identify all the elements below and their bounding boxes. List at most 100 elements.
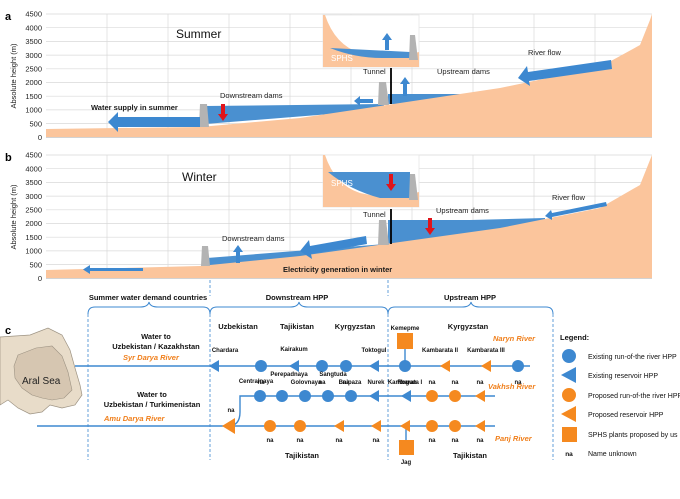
plant-existing-ror: [340, 360, 352, 372]
plant-kambarata-1: [399, 360, 411, 372]
label-na: na: [451, 380, 459, 386]
label-centralnaya: Centralnaya: [239, 379, 274, 385]
y-tick: 4000: [25, 164, 42, 173]
season-summer: Summer: [176, 27, 221, 41]
y-tick: 2000: [25, 78, 42, 87]
panel-a-letter: a: [5, 11, 12, 23]
plant-kambarata-3: [481, 360, 491, 372]
label-jag: Jag: [401, 460, 412, 466]
plant-sangtuda: [322, 390, 334, 402]
label-kemepme: Kemepme: [391, 326, 420, 332]
water-to-tm-2: Uzbekistan / Turkimenistan: [104, 400, 201, 409]
river-panj: Panj River: [495, 434, 533, 443]
electricity-label: Electricity generation in winter: [283, 265, 392, 274]
upstream-reservoir: [388, 79, 560, 104]
downstream-dam: [199, 104, 209, 127]
legend-label: Proposed run-of-the river HPP: [588, 393, 680, 400]
label-na: na: [428, 438, 436, 444]
upstream-dams-label: Upstream dams: [437, 67, 490, 76]
label-baipaza: Baipaza: [339, 380, 362, 386]
y-tick: 1000: [25, 106, 42, 115]
plant-existing-ror: [255, 360, 267, 372]
label-na: na: [476, 438, 484, 444]
sphs-inset-b: SPHS: [322, 154, 420, 208]
label-na: na: [476, 380, 484, 386]
y-tick: 500: [29, 119, 42, 128]
water-supply-arrow: [108, 112, 200, 132]
y-tick: 3000: [25, 51, 42, 60]
small-outflow-arrow: [83, 265, 143, 274]
red-down-arrow: [218, 104, 228, 121]
country-tajikistan-bottom-mid: Tajikistan: [285, 451, 319, 460]
plant-proposed-ror: [264, 420, 276, 432]
y-tick: 4500: [25, 10, 42, 19]
red-down-arrow: [425, 218, 435, 235]
river-vakhsh: Vakhsh River: [488, 382, 536, 391]
label-kambarata-1: Kambarata I: [388, 380, 423, 386]
label-na: na: [257, 380, 265, 386]
label-na: na: [266, 438, 274, 444]
downstream-dams-label: Downstream dams: [220, 91, 283, 100]
panel-a-yticks: 0 500 1000 1500 2000 2500 3000 3500 4000…: [25, 10, 42, 142]
plant-kambarata-2: [440, 360, 450, 372]
label-kambarata-3: Kambarata III: [467, 348, 505, 354]
y-tick: 3000: [25, 192, 42, 201]
sphs-label: SPHS: [331, 179, 353, 188]
downstream-reservoir: [205, 104, 385, 124]
plant-proposed-reservoir: [334, 420, 344, 432]
panel-b-letter: b: [5, 152, 12, 164]
label-toktogul: Toktogul: [362, 348, 387, 354]
label-na: na: [428, 380, 436, 386]
plant-proposed-ror: [449, 390, 461, 402]
plant-proposed-ror: [426, 420, 438, 432]
river-flow-label: River flow: [528, 48, 562, 57]
country-kyrgyzstan-mid: Kyrgyzstan: [335, 322, 376, 331]
plant-proposed-reservoir: [222, 418, 235, 434]
plant-toktogul: [369, 360, 379, 372]
y-tick: 2000: [25, 219, 42, 228]
plant-proposed-ror: [449, 420, 461, 432]
legend-existing-ror-icon: [562, 349, 576, 363]
river-flow-arrow: [518, 60, 612, 86]
panel-c: c Aral Sea Water to Uzbekistan / Kazakhs…: [0, 314, 680, 466]
legend: Legend: Existing run-of-the river HPP Ex…: [560, 333, 680, 458]
y-tick: 2500: [25, 206, 42, 215]
legend-label: Name unknown: [588, 451, 637, 458]
y-tick: 1500: [25, 92, 42, 101]
downstream-flow-arrow: [300, 236, 367, 259]
water-to-kz-1: Water to: [141, 332, 171, 341]
aral-sea-label: Aral Sea: [22, 376, 61, 387]
panel-b-ylabel: Absolute height (m): [9, 184, 18, 250]
up-arrow: [400, 77, 410, 96]
aral-sea-map: Aral Sea: [0, 327, 83, 415]
river-flow-label: River flow: [552, 193, 586, 202]
plant-proposed-reservoir: [475, 420, 485, 432]
plant-existing-ror: [512, 360, 524, 372]
season-winter: Winter: [182, 170, 217, 184]
plant-kemepme: [397, 333, 413, 349]
country-tajikistan-bottom-right: Tajikistan: [453, 451, 487, 460]
plant-centralnaya: [254, 390, 266, 402]
plant-baipaza: [345, 390, 357, 402]
y-tick: 4000: [25, 23, 42, 32]
small-flow-arrow: [354, 96, 373, 106]
legend-label: Existing run-of-the river HPP: [588, 354, 677, 361]
label-na: na: [296, 438, 304, 444]
terrain-profile: [46, 14, 652, 137]
label-perepadnaya: Perepadnaya: [270, 372, 308, 378]
y-tick: 2500: [25, 65, 42, 74]
region-brackets: Summer water demand countries Downstream…: [87, 280, 554, 315]
label-na: na: [335, 438, 343, 444]
upstream-dams-label: Upstream dams: [436, 206, 489, 215]
water-to-kz-2: Uzbekistan / Kazakhstan: [112, 342, 200, 351]
upstream-dam: [378, 220, 389, 245]
upstream-dam: [378, 82, 389, 105]
legend-label: SPHS plants proposed by us: [588, 432, 678, 439]
label-na: na: [372, 438, 380, 444]
plant-nurek: [369, 390, 379, 402]
plant-kairakum: [289, 360, 299, 372]
downstream-dams-label: Downstream dams: [222, 234, 285, 243]
y-tick: 1500: [25, 233, 42, 242]
label-kairakum: Kairakum: [280, 347, 307, 353]
country-uzbekistan: Uzbekistan: [218, 322, 258, 331]
